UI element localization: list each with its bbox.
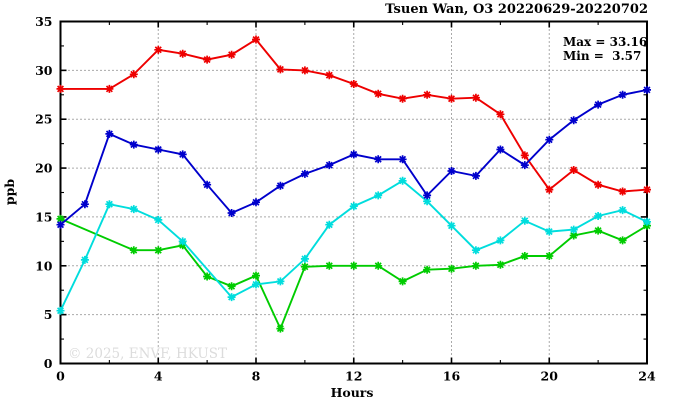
data-series [56, 35, 651, 333]
y-axis-label: ppb [2, 179, 17, 205]
x-axis-label: Hours [331, 385, 374, 400]
max-annotation: Max = 33.16 [563, 35, 647, 49]
gridlines [60, 21, 647, 364]
series-red-markers [56, 35, 651, 196]
x-tick-label: 4 [154, 369, 163, 384]
plot-frame [59, 20, 648, 365]
y-tick-label: 35 [35, 14, 52, 29]
plot-border [59, 20, 648, 365]
series-blue [56, 85, 651, 229]
min-annotation: Min = 3.57 [563, 49, 641, 63]
y-tick-label: 25 [35, 112, 52, 127]
x-tick-label: 16 [443, 369, 461, 384]
y-tick-label: 10 [35, 258, 53, 273]
axis-ticks [59, 20, 648, 365]
x-tick-label: 12 [345, 369, 362, 384]
series-blue-markers [56, 85, 651, 229]
series-cyan [56, 176, 651, 315]
y-tick-label: 30 [35, 63, 53, 78]
y-tick-label: 15 [35, 209, 52, 224]
series-green [56, 214, 651, 333]
series-red [56, 35, 651, 196]
watermark: © 2025, ENVF, HKUST [68, 346, 227, 362]
chart-title: Tsuen Wan, O3 20220629-20220702 [385, 2, 648, 17]
series-cyan-line [59, 179, 648, 312]
series-green-markers [56, 214, 651, 333]
x-tick-label: 8 [252, 369, 261, 384]
series-red-line [60, 38, 648, 193]
series-cyan-markers [56, 176, 651, 315]
y-tick-label: 5 [44, 307, 53, 322]
x-tick-label: 20 [541, 369, 559, 384]
y-tick-label: 0 [44, 356, 53, 371]
x-tick-label: 24 [638, 369, 656, 384]
y-tick-label: 20 [35, 161, 53, 176]
x-tick-label: 0 [56, 369, 65, 384]
axis-tick-labels: 0 5 10 15 20 25 30 35 0 4 8 12 16 20 24 [35, 14, 656, 384]
